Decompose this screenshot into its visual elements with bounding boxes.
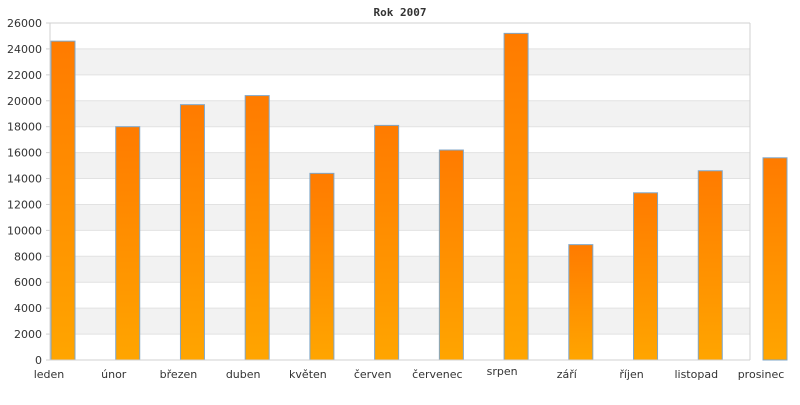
chart-title: Rok 2007	[373, 6, 427, 19]
bar-září	[568, 244, 594, 361]
plot-band	[50, 48, 750, 75]
x-axis-labels: leden únor březen duben květen červen červenec…	[34, 365, 785, 381]
plot-band	[50, 74, 750, 101]
x-tick-label: srpen	[487, 365, 518, 378]
plot-band	[50, 152, 750, 179]
x-tick-label: březen	[160, 368, 198, 381]
bar-listopad	[697, 170, 723, 361]
y-tick-label: 18000	[7, 121, 42, 134]
y-tick-label: 12000	[7, 198, 42, 211]
y-tick-label: 14000	[7, 173, 42, 186]
x-tick-label: únor	[101, 368, 127, 381]
bar-červen	[374, 124, 400, 361]
x-tick-label: červen	[354, 368, 392, 381]
y-tick-label: 4000	[14, 302, 42, 315]
x-tick-label: červenec	[412, 368, 462, 381]
x-tick-label: říjen	[619, 368, 643, 381]
y-tick-label: 22000	[7, 69, 42, 82]
bar-říjen	[633, 192, 659, 361]
x-tick-label: leden	[34, 368, 65, 381]
bar-červenec	[438, 149, 464, 361]
y-tick-label: 6000	[14, 276, 42, 289]
bar-únor	[115, 126, 141, 361]
bar-leden	[50, 40, 76, 361]
y-tick-label: 16000	[7, 147, 42, 160]
plot-band	[50, 126, 750, 153]
x-tick-label: květen	[289, 368, 327, 381]
bar-květen	[309, 172, 335, 361]
x-tick-label: prosinec	[738, 368, 785, 381]
y-tick-label: 26000	[7, 17, 42, 30]
y-tick-label: 10000	[7, 224, 42, 237]
bar-duben	[244, 95, 270, 361]
x-tick-label: září	[557, 368, 578, 381]
y-tick-label: 2000	[14, 328, 42, 341]
bar-srpen	[503, 32, 529, 361]
plot-band	[50, 100, 750, 127]
plot-band	[50, 23, 750, 49]
axes	[49, 22, 751, 361]
bar-březen	[179, 104, 205, 361]
y-tick-label: 8000	[14, 250, 42, 263]
x-tick-label: listopad	[674, 368, 718, 381]
y-tick-label: 20000	[7, 95, 42, 108]
y-axis-ticks: 0 2000 4000 6000 8000 10000 12000 14000 16000 180…	[7, 17, 50, 367]
y-tick-label: 24000	[7, 43, 42, 56]
bar-prosinec	[762, 157, 788, 361]
x-tick-label: duben	[226, 368, 261, 381]
y-tick-label: 0	[35, 354, 42, 367]
bars	[50, 32, 788, 361]
